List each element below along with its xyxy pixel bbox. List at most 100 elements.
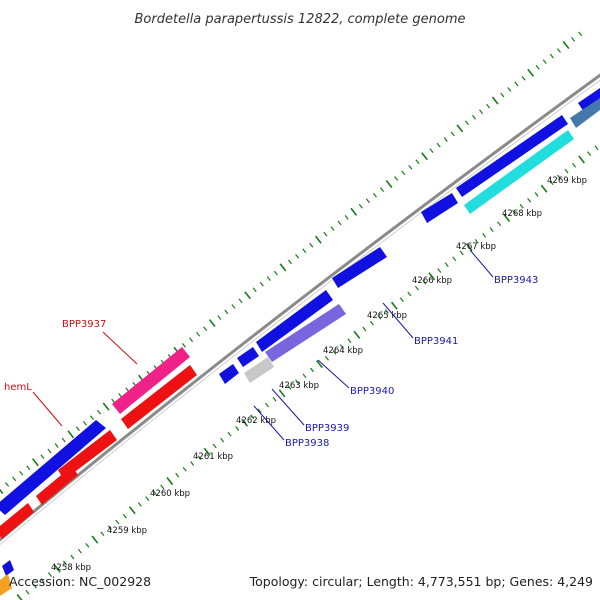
tick-mark bbox=[70, 554, 75, 560]
tick-mark bbox=[503, 213, 511, 222]
tick-mark bbox=[190, 461, 195, 466]
tick-mark bbox=[578, 155, 585, 164]
forward-strand-genes bbox=[0, 88, 600, 515]
tick-mark bbox=[587, 151, 592, 156]
tick-mark bbox=[75, 426, 80, 432]
gene-label-bpp3939[interactable]: BPP3939 bbox=[305, 423, 349, 434]
tick-mark bbox=[385, 180, 393, 189]
scale-label-4261: 4261 kbp bbox=[193, 452, 233, 462]
gene-label-bpp3940[interactable]: BPP3940 bbox=[350, 386, 394, 397]
tick-mark bbox=[217, 315, 222, 320]
tick-mark bbox=[128, 506, 136, 515]
tick-mark bbox=[369, 320, 374, 326]
tick-mark bbox=[562, 40, 570, 49]
gene-label-bpp3943[interactable]: BPP3943 bbox=[494, 275, 538, 286]
tick-mark bbox=[422, 279, 427, 285]
tick-mark bbox=[97, 409, 102, 415]
gene-label-bpp3937[interactable]: BPP3937 bbox=[62, 319, 106, 330]
tick-mark bbox=[542, 59, 547, 64]
tick-mark bbox=[436, 142, 441, 148]
tick-mark bbox=[519, 203, 524, 209]
gene-label-bpp3938[interactable]: BPP3938 bbox=[285, 438, 329, 449]
gene-label-hemL[interactable]: hemL bbox=[4, 382, 32, 393]
tick-mark bbox=[350, 207, 358, 216]
tick-mark bbox=[482, 233, 487, 238]
tick-mark bbox=[456, 124, 464, 133]
tick-mark bbox=[5, 482, 10, 487]
tick-mark bbox=[479, 109, 484, 115]
tick-mark bbox=[450, 131, 455, 137]
outer-dotted-ring bbox=[0, 31, 583, 494]
tick-mark bbox=[578, 31, 583, 37]
gene-blue-r1 bbox=[219, 364, 239, 384]
tick-mark bbox=[549, 180, 554, 186]
tick-mark bbox=[324, 355, 329, 361]
tick-mark bbox=[287, 385, 292, 390]
tick-mark bbox=[594, 145, 599, 151]
scale-labels: 4258 kbp 4259 kbp 4260 kbp 4261 kbp 4262… bbox=[51, 176, 587, 573]
tick-mark bbox=[67, 430, 75, 439]
accession-text: Accession: NC_002928 bbox=[9, 574, 151, 589]
gene-red-r1 bbox=[0, 503, 34, 539]
tick-mark bbox=[486, 103, 491, 109]
tick-mark bbox=[77, 548, 82, 554]
gene-red-r4 bbox=[121, 365, 197, 429]
gene-purple-bpp3939 bbox=[265, 304, 346, 362]
tick-mark bbox=[572, 162, 577, 168]
gene-labels: BPP3937 hemL BPP3938 BPP3939 BPP3940 BPP… bbox=[4, 275, 538, 449]
tick-mark bbox=[408, 165, 413, 170]
genome-backbone bbox=[0, 73, 600, 546]
tick-mark bbox=[160, 484, 165, 490]
tick-mark bbox=[166, 477, 174, 486]
scale-label-4259: 4259 kbp bbox=[107, 526, 147, 536]
tick-mark bbox=[272, 396, 277, 402]
tick-mark bbox=[472, 114, 477, 120]
label-leaders bbox=[32, 249, 494, 441]
tick-mark bbox=[527, 68, 535, 77]
tick-mark bbox=[40, 578, 45, 583]
tick-mark bbox=[241, 418, 249, 427]
tick-mark bbox=[197, 455, 202, 460]
tick-mark bbox=[288, 259, 293, 265]
tick-mark bbox=[137, 502, 142, 507]
tick-mark bbox=[250, 414, 255, 420]
gene-blue-f3 bbox=[256, 290, 333, 352]
reverse-strand-genes bbox=[0, 98, 600, 596]
tick-mark bbox=[16, 594, 23, 600]
tick-mark bbox=[384, 309, 389, 314]
tick-mark bbox=[196, 331, 201, 337]
gene-blue-f6 bbox=[456, 115, 568, 197]
tick-mark bbox=[521, 76, 526, 81]
tick-mark bbox=[512, 209, 517, 215]
tick-mark bbox=[353, 330, 361, 339]
tick-mark bbox=[47, 448, 52, 454]
tick-mark bbox=[459, 250, 464, 256]
tick-mark bbox=[12, 476, 17, 482]
tick-mark bbox=[265, 402, 270, 408]
tick-mark bbox=[421, 152, 428, 161]
tick-mark bbox=[500, 92, 505, 98]
tick-mark bbox=[401, 170, 406, 176]
tick-mark bbox=[257, 408, 262, 414]
tick-mark bbox=[372, 192, 377, 198]
tick-mark bbox=[527, 198, 532, 203]
tick-mark bbox=[181, 343, 186, 348]
tick-mark bbox=[115, 519, 120, 525]
scale-label-4266: 4266 kbp bbox=[412, 276, 452, 286]
tick-mark bbox=[491, 96, 499, 105]
tick-mark bbox=[323, 231, 328, 237]
tick-mark bbox=[145, 496, 150, 501]
tick-mark bbox=[489, 227, 494, 232]
gene-blue-f5 bbox=[421, 193, 458, 223]
gene-blue-f1 bbox=[0, 420, 106, 515]
tick-mark bbox=[399, 297, 404, 303]
tick-mark bbox=[507, 87, 512, 92]
tick-mark bbox=[444, 262, 449, 268]
tick-mark bbox=[19, 470, 24, 476]
gene-label-bpp3941[interactable]: BPP3941 bbox=[414, 336, 458, 347]
tick-mark bbox=[107, 525, 112, 531]
tick-mark bbox=[362, 326, 367, 332]
tick-mark bbox=[564, 168, 569, 174]
tick-mark bbox=[464, 120, 469, 126]
